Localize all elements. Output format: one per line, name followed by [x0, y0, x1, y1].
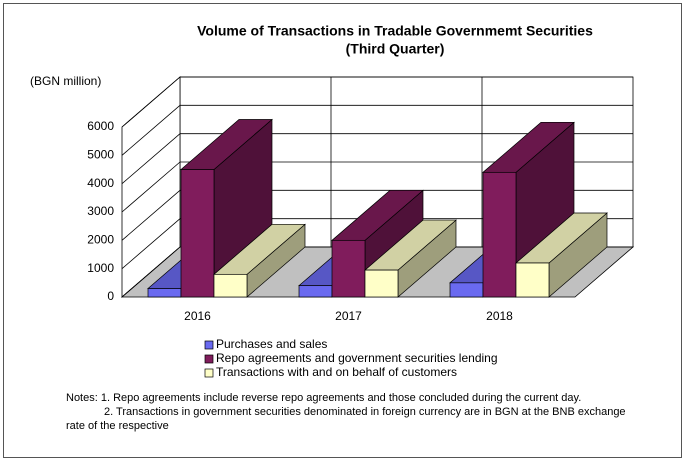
chart-title: Volume of Transactions in Tradable Gover…	[197, 23, 593, 39]
bar-front	[213, 273, 248, 298]
legend-swatch	[204, 368, 214, 378]
y-tick-label: 0	[107, 289, 114, 303]
grid-line	[121, 161, 181, 213]
bar	[515, 212, 608, 298]
grid-line	[121, 190, 181, 241]
y-tick-label: 5000	[87, 148, 114, 162]
x-tick-label: 2017	[335, 309, 362, 323]
x-tick-label: 2016	[184, 309, 211, 323]
chart-subtitle: (Third Quarter)	[346, 41, 445, 57]
bar	[213, 223, 306, 298]
bar-front	[331, 239, 366, 298]
grid-line	[121, 76, 181, 128]
y-tick-label: 6000	[87, 119, 114, 133]
bar-front	[449, 282, 484, 298]
legend-swatch	[204, 354, 214, 364]
legend-label: Purchases and sales	[216, 337, 327, 351]
y-axis-label: (BGN million)	[30, 74, 101, 88]
y-tick-label: 1000	[87, 261, 114, 275]
grid-line	[121, 218, 181, 269]
y-tick-label: 3000	[87, 204, 114, 218]
grid-line	[121, 246, 181, 298]
y-tick-label: 2000	[87, 233, 114, 247]
bar-front	[147, 288, 182, 298]
bar-front	[482, 171, 517, 298]
legend-label: Repo agreements and government securitie…	[216, 351, 498, 365]
y-tick-label: 4000	[87, 176, 114, 190]
note: Notes: 1. Repo agreements include revers…	[66, 392, 581, 404]
bar-front	[515, 262, 550, 298]
bar-front	[298, 285, 333, 298]
x-tick-label: 2018	[486, 309, 513, 323]
grid-line	[121, 105, 181, 156]
legend-label: Transactions with and on behalf of custo…	[216, 365, 457, 379]
bar	[364, 219, 457, 298]
bar-front	[180, 169, 215, 298]
bar-front	[364, 269, 399, 298]
grid-line	[121, 133, 181, 184]
note: 2. Transactions in government securities…	[104, 406, 626, 418]
legend-swatch	[204, 340, 214, 350]
note: rate of the respective	[66, 420, 169, 432]
